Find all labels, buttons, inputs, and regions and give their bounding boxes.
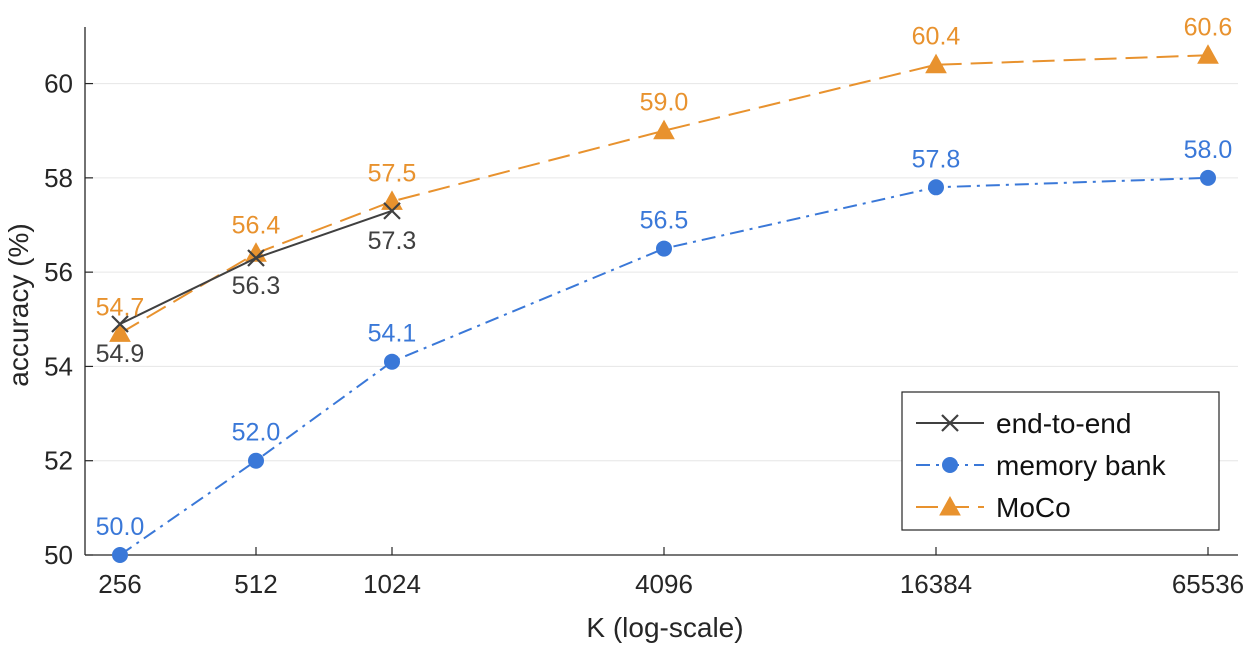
data-label: 59.0	[640, 89, 689, 117]
series-line	[119, 176, 1209, 556]
data-label: 56.5	[640, 207, 689, 235]
data-label: 52.0	[232, 419, 281, 447]
legend-marker	[942, 457, 958, 473]
y-tick-label: 56	[44, 257, 73, 287]
data-point-marker	[1200, 169, 1216, 186]
data-point-marker	[247, 249, 265, 267]
data-point-marker	[653, 119, 675, 140]
legend: end-to-end memory bank MoCo	[901, 391, 1220, 531]
legend-label: end-to-end	[996, 408, 1131, 439]
data-label: 54.7	[96, 293, 145, 321]
data-point-marker	[383, 202, 401, 220]
data-point-marker	[656, 240, 672, 257]
data-label: 50.0	[96, 513, 145, 541]
x-tick-label: 16384	[900, 569, 972, 599]
y-tick-label: 52	[44, 446, 73, 476]
y-tick-label: 50	[44, 540, 73, 570]
series-line	[119, 54, 1209, 335]
legend-marker	[939, 495, 961, 516]
legend-item: MoCo	[916, 492, 1071, 523]
data-label: 60.6	[1184, 13, 1233, 41]
series-end-to-end	[111, 202, 401, 333]
data-label: 54.1	[368, 320, 417, 348]
legend-label: memory bank	[996, 450, 1167, 481]
data-point-marker	[928, 179, 944, 196]
y-axis-title: accuracy (%)	[3, 223, 34, 386]
series-layer	[109, 44, 1219, 563]
x-tick-label: 4096	[635, 569, 693, 599]
data-label: 57.5	[368, 159, 417, 187]
data-point-marker	[111, 315, 129, 333]
y-tick-label: 60	[44, 69, 73, 99]
data-label: 60.4	[912, 23, 961, 51]
data-point-marker	[248, 452, 264, 469]
data-label: 54.9	[96, 340, 145, 368]
legend-marker	[941, 414, 959, 432]
data-point-marker	[1197, 44, 1219, 64]
x-tick-label: 65536	[1172, 569, 1244, 599]
data-point-marker	[925, 53, 947, 74]
legend-item: end-to-end	[916, 408, 1131, 439]
data-point-marker	[384, 353, 400, 370]
legend-item: memory bank	[916, 450, 1167, 481]
data-label: 56.3	[232, 272, 281, 300]
data-label: 57.3	[368, 227, 417, 255]
data-labels: 50.0 52.0 54.1 56.5 57.8 58.0 54.7 56.4 57.5 59.0…	[96, 13, 1233, 541]
x-tick-label: 512	[234, 569, 277, 599]
x-tick-label: 256	[98, 569, 141, 599]
axes: 50 52 54 56 58 60 256 512 1024 4096 16384 65536	[44, 27, 1244, 599]
data-label: 56.4	[232, 211, 281, 239]
series-memory-bank	[112, 169, 1216, 563]
x-axis-title: K (log-scale)	[586, 612, 743, 643]
data-point-marker	[109, 322, 131, 342]
data-label: 57.8	[912, 145, 961, 173]
x-tick-label: 1024	[363, 569, 421, 599]
y-tick-label: 54	[44, 351, 73, 381]
data-label: 58.0	[1184, 136, 1233, 164]
data-point-marker	[112, 547, 128, 563]
y-tick-label: 58	[44, 163, 73, 193]
legend-label: MoCo	[996, 492, 1071, 523]
